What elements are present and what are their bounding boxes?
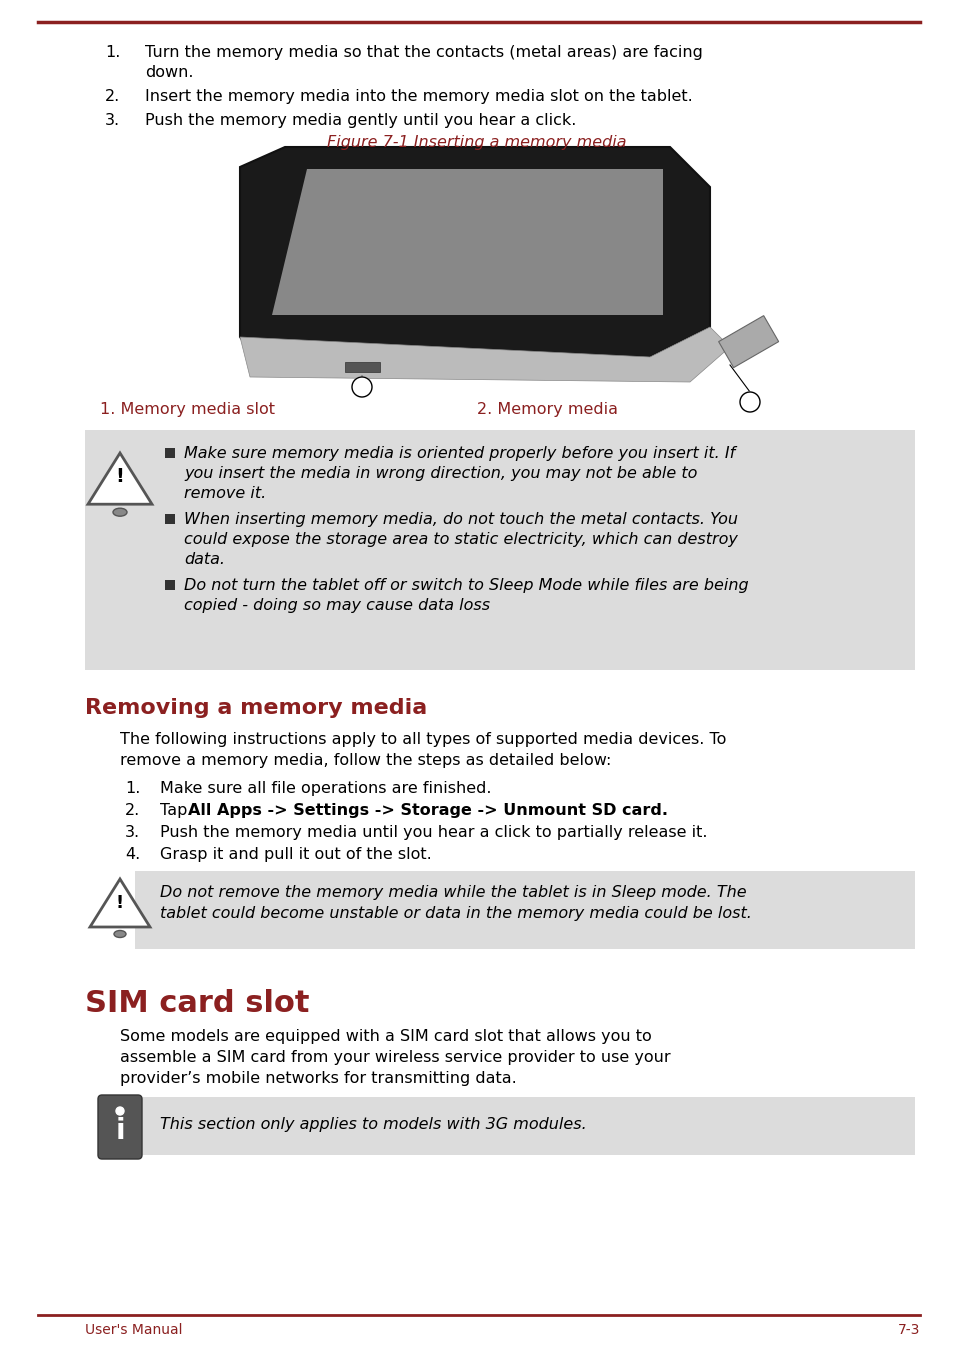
FancyBboxPatch shape [718,316,778,367]
Text: 1: 1 [357,382,366,391]
Polygon shape [240,327,729,382]
Bar [165,580,174,590]
Text: !: ! [115,468,124,487]
Text: This section only applies to models with 3G modules.: This section only applies to models with… [160,1116,586,1132]
Polygon shape [240,147,709,356]
Text: 1.: 1. [125,781,140,796]
Bar [135,872,914,950]
Text: Removing a memory media: Removing a memory media [85,698,427,718]
Text: Push the memory media gently until you hear a click.: Push the memory media gently until you h… [145,113,576,128]
Text: Tap: Tap [160,803,193,818]
Ellipse shape [112,508,127,516]
Text: Make sure all file operations are finished.: Make sure all file operations are finish… [160,781,491,796]
Text: down.: down. [145,65,193,79]
Text: User's Manual: User's Manual [85,1323,182,1337]
Bar [165,514,174,525]
Text: All Apps -> Settings -> Storage -> Unmount SD card.: All Apps -> Settings -> Storage -> Unmou… [188,803,667,818]
Bar [135,1098,914,1155]
Text: could expose the storage area to static electricity, which can destroy: could expose the storage area to static … [184,533,737,547]
Text: Make sure memory media is oriented properly before you insert it. If: Make sure memory media is oriented prope… [184,447,735,461]
Text: SIM card slot: SIM card slot [85,989,309,1018]
Text: 2.: 2. [125,803,140,818]
Bar [345,362,379,373]
Text: copied - doing so may cause data loss: copied - doing so may cause data loss [184,599,490,613]
Text: remove a memory media, follow the steps as detailed below:: remove a memory media, follow the steps … [120,753,611,768]
Text: remove it.: remove it. [184,486,266,500]
Text: assemble a SIM card from your wireless service provider to use your: assemble a SIM card from your wireless s… [120,1050,670,1065]
FancyBboxPatch shape [98,1095,142,1159]
Polygon shape [272,169,662,315]
Ellipse shape [113,931,126,937]
Text: Push the memory media until you hear a click to partially release it.: Push the memory media until you hear a c… [160,824,707,841]
Text: 3.: 3. [125,824,140,841]
Text: i: i [115,1116,125,1145]
Text: Grasp it and pull it out of the slot.: Grasp it and pull it out of the slot. [160,847,432,862]
Circle shape [352,377,372,397]
Text: Insert the memory media into the memory media slot on the tablet.: Insert the memory media into the memory … [145,89,692,104]
Text: 7-3: 7-3 [897,1323,919,1337]
Text: 1. Memory media slot: 1. Memory media slot [100,402,274,417]
Text: you insert the media in wrong direction, you may not be able to: you insert the media in wrong direction,… [184,465,697,482]
Text: 4.: 4. [125,847,140,862]
Circle shape [740,391,760,412]
Text: 2. Memory media: 2. Memory media [476,402,618,417]
Text: 3.: 3. [105,113,120,128]
Text: Do not remove the memory media while the tablet is in Sleep mode. The: Do not remove the memory media while the… [160,885,746,900]
Bar [85,430,914,670]
Polygon shape [88,453,152,504]
Text: Some models are equipped with a SIM card slot that allows you to: Some models are equipped with a SIM card… [120,1029,651,1044]
Text: 2: 2 [745,397,753,408]
Text: The following instructions apply to all types of supported media devices. To: The following instructions apply to all … [120,732,725,746]
Text: Figure 7-1 Inserting a memory media: Figure 7-1 Inserting a memory media [327,134,626,151]
Text: tablet could become unstable or data in the memory media could be lost.: tablet could become unstable or data in … [160,907,751,921]
Text: !: ! [116,894,124,912]
Circle shape [116,1107,124,1115]
Text: Do not turn the tablet off or switch to Sleep Mode while files are being: Do not turn the tablet off or switch to … [184,578,748,593]
Text: 2.: 2. [105,89,120,104]
Bar [165,448,174,459]
Text: data.: data. [184,551,225,568]
Text: Turn the memory media so that the contacts (metal areas) are facing: Turn the memory media so that the contac… [145,44,702,61]
Text: When inserting memory media, do not touch the metal contacts. You: When inserting memory media, do not touc… [184,512,738,527]
Polygon shape [90,880,150,927]
Text: 1.: 1. [105,44,120,61]
Text: provider’s mobile networks for transmitting data.: provider’s mobile networks for transmitt… [120,1071,517,1085]
